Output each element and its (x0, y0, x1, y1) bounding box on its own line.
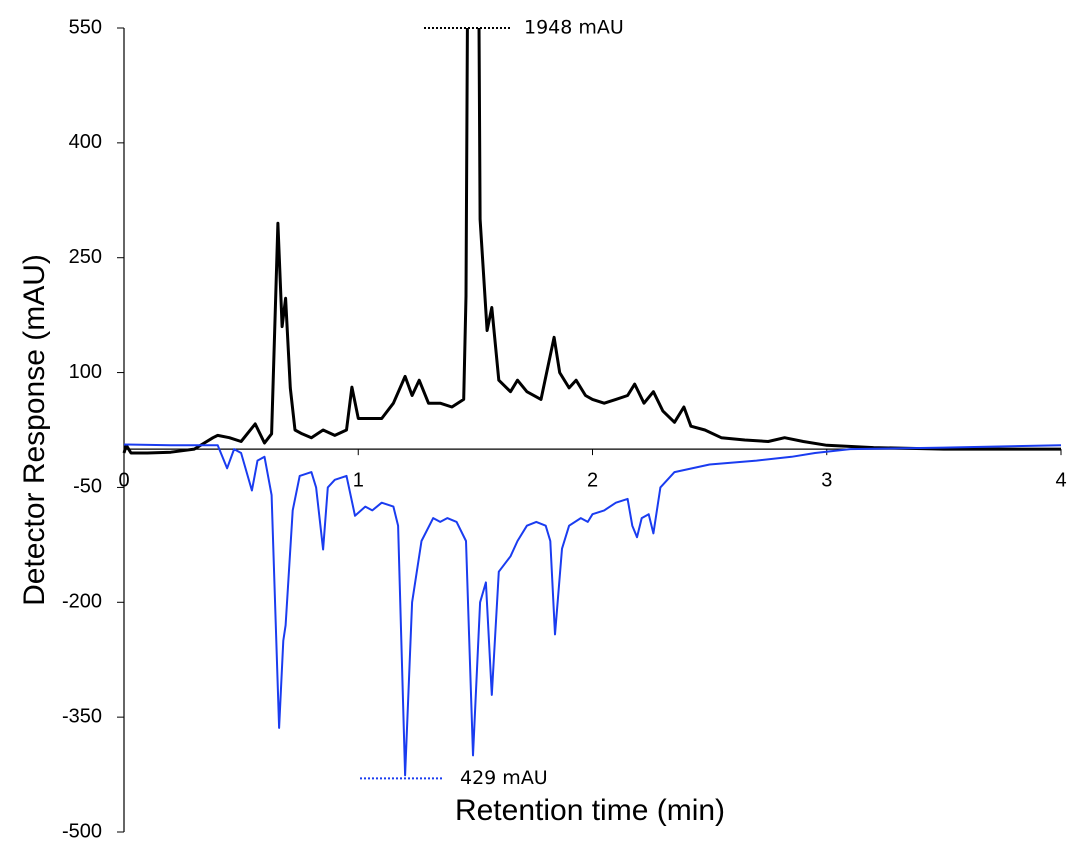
x-tick-label: 0 (118, 469, 129, 491)
y-tick-label: 100 (69, 361, 102, 383)
y-tick-label: -350 (62, 705, 102, 727)
y-tick-label: -50 (73, 476, 102, 498)
annotation: 1948 mAU (524, 17, 624, 39)
trace (123, 443, 1062, 777)
y-axis-title: Detector Response (mAU) (18, 254, 51, 606)
y-tick-label: -500 (62, 820, 102, 842)
x-tick-label: 1 (353, 469, 364, 491)
x-axis-title: Retention time (min) (455, 794, 725, 827)
y-tick-label: 250 (69, 246, 102, 268)
x-tick-label: 2 (587, 469, 598, 491)
annotation: 429 mAU (460, 767, 548, 789)
x-tick-label: 4 (1055, 469, 1066, 491)
y-tick-label: 550 (69, 16, 102, 38)
y-tick-label: 400 (69, 131, 102, 153)
x-tick-label: 3 (821, 469, 832, 491)
y-tick-label: -200 (62, 591, 102, 613)
trace (122, 28, 1061, 455)
